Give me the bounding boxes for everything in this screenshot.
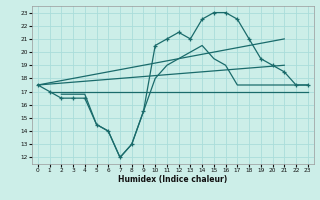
X-axis label: Humidex (Indice chaleur): Humidex (Indice chaleur) (118, 175, 228, 184)
